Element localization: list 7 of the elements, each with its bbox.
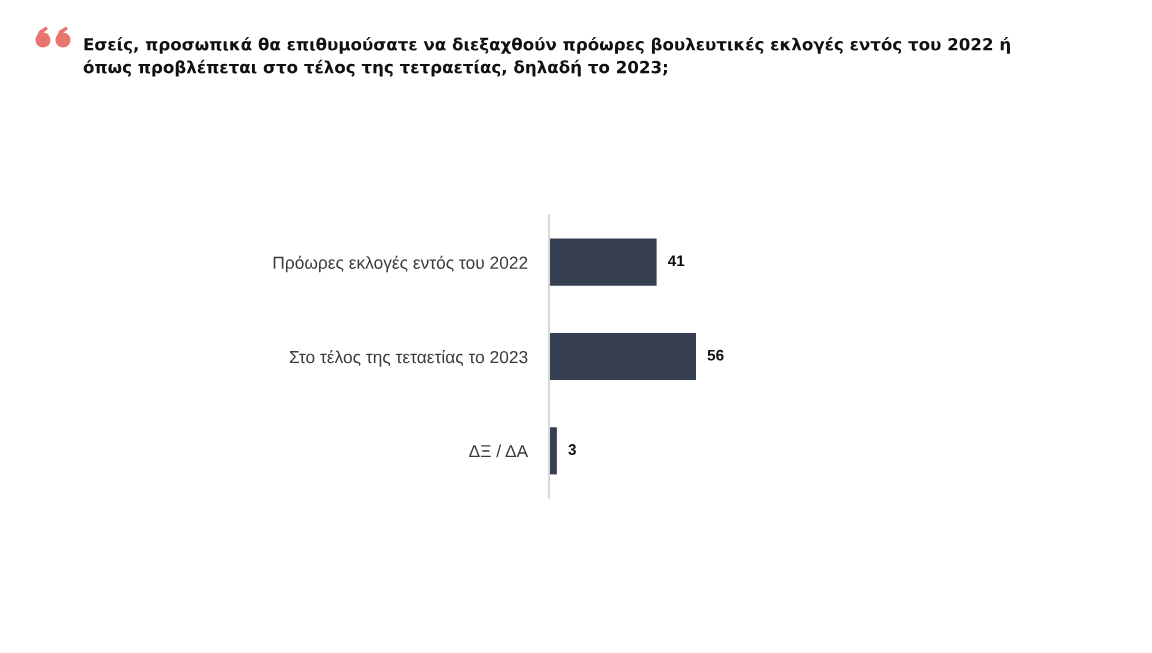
data-label: 41 <box>667 255 685 267</box>
data-label: 3 <box>568 444 576 455</box>
data-label: 56 <box>707 349 724 361</box>
y-tick-label: ΔΞ / ΔΑ <box>469 444 529 458</box>
chart-title: Εσείς, προσωπικά θα επιθυμούσατε να διεξαχθούν πρόωρες βουλευτικές εκλογές εντός του 2022 ή όπως προβλέπεται στο τέλος της τετραετίας, δηλαδή το 2023; <box>83 37 1010 77</box>
y-tick-label: Στο τέλος της τεταετίας το 2023 <box>289 349 528 367</box>
y-tick-label: Πρόωρες εκλογές εντός του 2022 <box>273 255 528 273</box>
